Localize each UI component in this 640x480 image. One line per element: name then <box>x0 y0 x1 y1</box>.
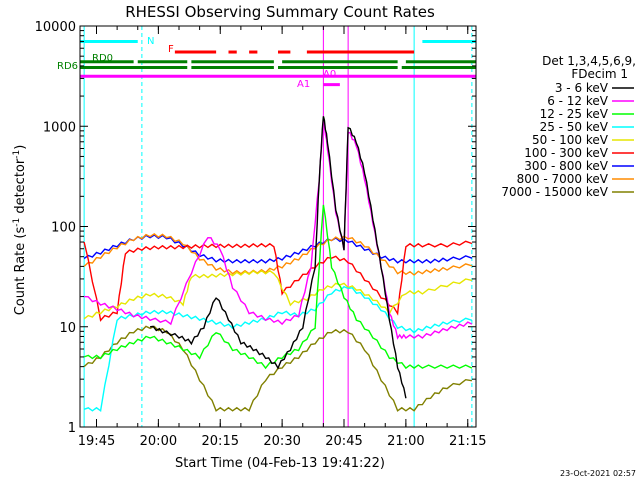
y-axis-label-end: ) <box>13 145 28 150</box>
y-tick-label: 100 <box>51 221 76 236</box>
y-axis-label-sup2: -1 <box>12 150 22 159</box>
flag-labels: N F RD0 RD6 A1 A0 <box>57 36 336 90</box>
legend-label: 25 - 50 keV <box>540 120 609 134</box>
legend-label: 50 - 100 keV <box>532 133 609 147</box>
series-line <box>150 116 407 399</box>
legend-label: 800 - 7000 keV <box>517 172 609 186</box>
timestamp: 23-Oct-2021 02:57 <box>560 469 636 478</box>
legend-header-1: Det 1,3,4,5,6,9, <box>542 54 636 68</box>
legend-header-2: FDecim 1 <box>571 67 628 81</box>
flag-label-n: N <box>147 36 154 47</box>
legend-label: 100 - 300 keV <box>524 146 608 160</box>
series-line <box>83 233 473 276</box>
series-line <box>83 269 473 320</box>
series-group <box>83 116 473 413</box>
y-tick-label: 1000 <box>43 120 76 135</box>
x-tick-label: 20:15 <box>202 434 239 449</box>
series-line <box>83 204 473 370</box>
flag-label-a0: A0 <box>323 69 336 80</box>
y-axis-label-sup1: -1 <box>12 218 22 227</box>
y-axis-label-main: Count Rate (s <box>13 227 28 316</box>
x-tick-label: 21:15 <box>449 434 486 449</box>
flag-label-a1: A1 <box>297 79 310 90</box>
series-line <box>83 234 473 264</box>
y-axis-label: Count Rate (s-1 detector-1) <box>12 145 28 316</box>
flag-bars <box>80 40 476 87</box>
vertical-markers <box>83 26 473 427</box>
x-tick-label: 20:30 <box>263 434 300 449</box>
series-line <box>83 325 473 412</box>
x-axis-label: Start Time (04-Feb-13 19:41:22) <box>175 456 385 471</box>
y-tick-label: 1 <box>68 421 76 436</box>
legend-label: 3 - 6 keV <box>555 81 609 95</box>
x-tick-label: 20:00 <box>140 434 177 449</box>
flag-label-rd6: RD6 <box>57 61 78 72</box>
x-tick-label: 21:00 <box>387 434 424 449</box>
legend-label: 7000 - 15000 keV <box>501 185 608 199</box>
x-axis: 19:45 20:00 20:15 20:30 20:45 21:00 21:15 <box>78 26 486 449</box>
flag-label-f: F <box>168 44 174 55</box>
y-axis-label-mid: detector <box>13 158 28 218</box>
series-line <box>83 240 473 322</box>
x-tick-label: 19:45 <box>78 434 115 449</box>
y-tick-label: 10 <box>59 321 76 336</box>
x-tick-label: 20:45 <box>325 434 362 449</box>
legend-label: 300 - 800 keV <box>524 159 608 173</box>
plot-area <box>80 26 476 427</box>
flag-label-rd0: RD0 <box>92 53 113 64</box>
legend-label: 12 - 25 keV <box>540 107 609 121</box>
chart-title: RHESSI Observing Summary Count Rates <box>125 3 435 21</box>
legend-label: 6 - 12 keV <box>547 94 609 108</box>
y-tick-label: 10000 <box>35 20 76 35</box>
y-axis: 1 10 100 1000 10000 <box>35 20 476 436</box>
series-line <box>83 285 473 413</box>
